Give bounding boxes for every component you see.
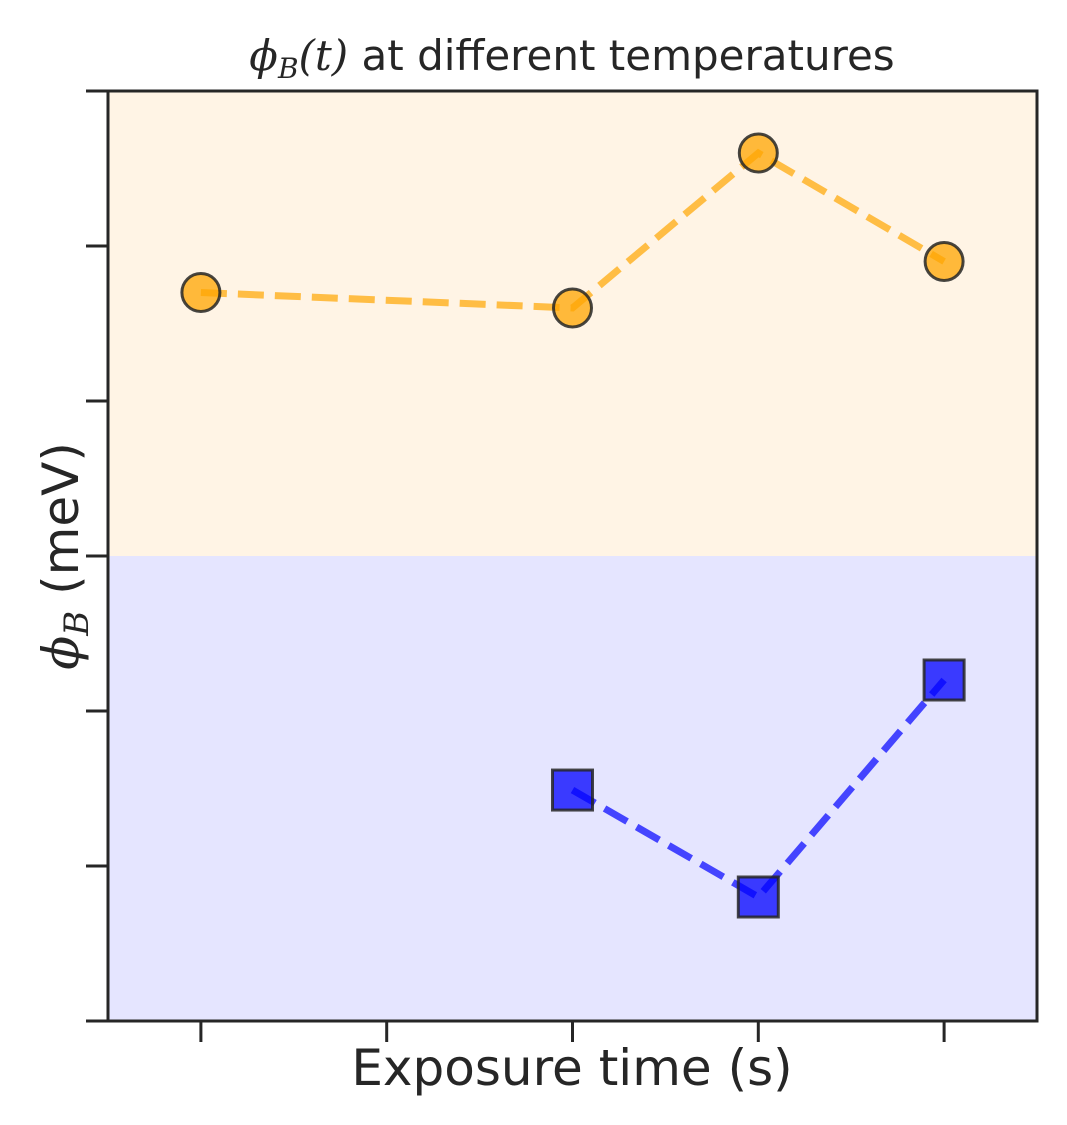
series-group bbox=[180, 132, 966, 919]
series-0-point-0 bbox=[180, 272, 222, 313]
series-1-point-0 bbox=[551, 768, 594, 812]
series-0-line bbox=[200, 148, 946, 312]
series-1-point-1 bbox=[736, 875, 780, 919]
series-0-point-3 bbox=[923, 241, 965, 282]
x-axis-ticks bbox=[199, 1021, 946, 1042]
series-0-point-2 bbox=[737, 132, 779, 174]
y-axis-label: ϕB (meV) bbox=[32, 442, 97, 670]
series-0-point-1 bbox=[552, 287, 593, 329]
background-bands bbox=[108, 91, 1037, 1021]
chart-title: ϕB(t) at different temperatures bbox=[249, 31, 894, 85]
x-axis-label: Exposure time (s) bbox=[351, 1039, 792, 1097]
y-axis-ticks bbox=[86, 89, 108, 1023]
series-1-point-2 bbox=[922, 658, 966, 702]
